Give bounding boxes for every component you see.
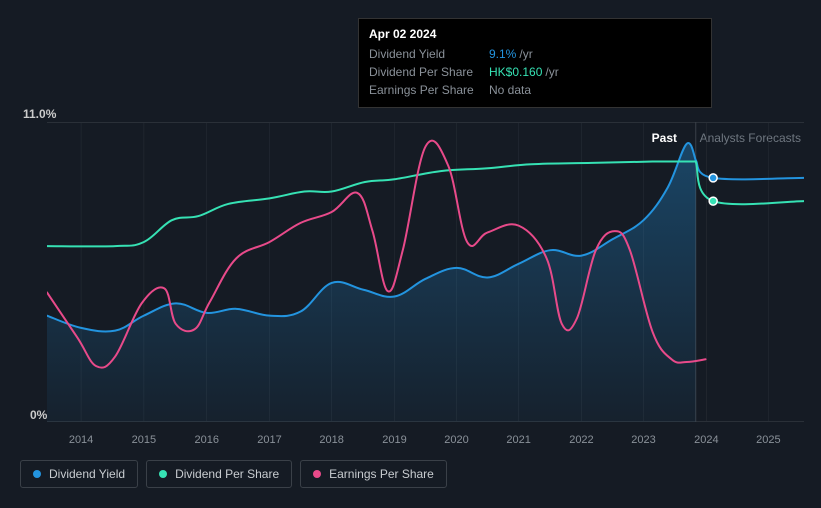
tooltip-row-unit: /yr	[519, 45, 532, 63]
x-axis-label: 2015	[132, 434, 156, 446]
tooltip-row-value: 9.1%	[489, 45, 516, 63]
x-axis-label: 2025	[756, 434, 780, 446]
legend-item[interactable]: Dividend Yield	[20, 460, 138, 488]
y-axis-top-label: 11.0%	[23, 107, 56, 121]
x-axis-label: 2017	[257, 434, 281, 446]
x-axis-label: 2016	[194, 434, 218, 446]
chart-tooltip: Apr 02 2024 Dividend Yield9.1%/yrDividen…	[358, 18, 712, 108]
x-axis-label: 2020	[444, 434, 468, 446]
legend-item[interactable]: Earnings Per Share	[300, 460, 447, 488]
tooltip-row-label: Earnings Per Share	[369, 81, 489, 99]
x-axis-label: 2014	[69, 434, 93, 446]
x-axis-label: 2019	[382, 434, 406, 446]
x-axis-label: 2021	[506, 434, 530, 446]
x-axis-labels: 2014 2015 2016 2017 2018 2019 2020 2021 2022 2023…	[47, 434, 804, 448]
x-axis-label: 2024	[694, 434, 718, 446]
legend-dot-icon	[159, 470, 167, 478]
legend-dot-icon	[313, 470, 321, 478]
x-axis-label: 2022	[569, 434, 593, 446]
tooltip-row-label: Dividend Per Share	[369, 63, 489, 81]
chart-svg	[47, 122, 804, 422]
tooltip-row: Dividend Yield9.1%/yr	[369, 45, 701, 63]
tooltip-row-unit: /yr	[545, 63, 558, 81]
tooltip-row: Dividend Per ShareHK$0.160/yr	[369, 63, 701, 81]
tooltip-row-value: HK$0.160	[489, 63, 542, 81]
y-axis-bottom-label: 0%	[30, 408, 47, 422]
tooltip-row-label: Dividend Yield	[369, 45, 489, 63]
legend-item[interactable]: Dividend Per Share	[146, 460, 292, 488]
tooltip-date: Apr 02 2024	[369, 27, 701, 41]
chart-area[interactable]	[47, 122, 804, 422]
x-axis-label: 2018	[319, 434, 343, 446]
legend: Dividend Yield Dividend Per Share Earnings…	[20, 460, 447, 488]
tooltip-row-value: No data	[489, 81, 531, 99]
legend-label: Dividend Per Share	[175, 467, 279, 481]
legend-label: Dividend Yield	[49, 467, 125, 481]
x-axis-label: 2023	[631, 434, 655, 446]
legend-label: Earnings Per Share	[329, 467, 434, 481]
tooltip-row: Earnings Per ShareNo data	[369, 81, 701, 99]
legend-dot-icon	[33, 470, 41, 478]
